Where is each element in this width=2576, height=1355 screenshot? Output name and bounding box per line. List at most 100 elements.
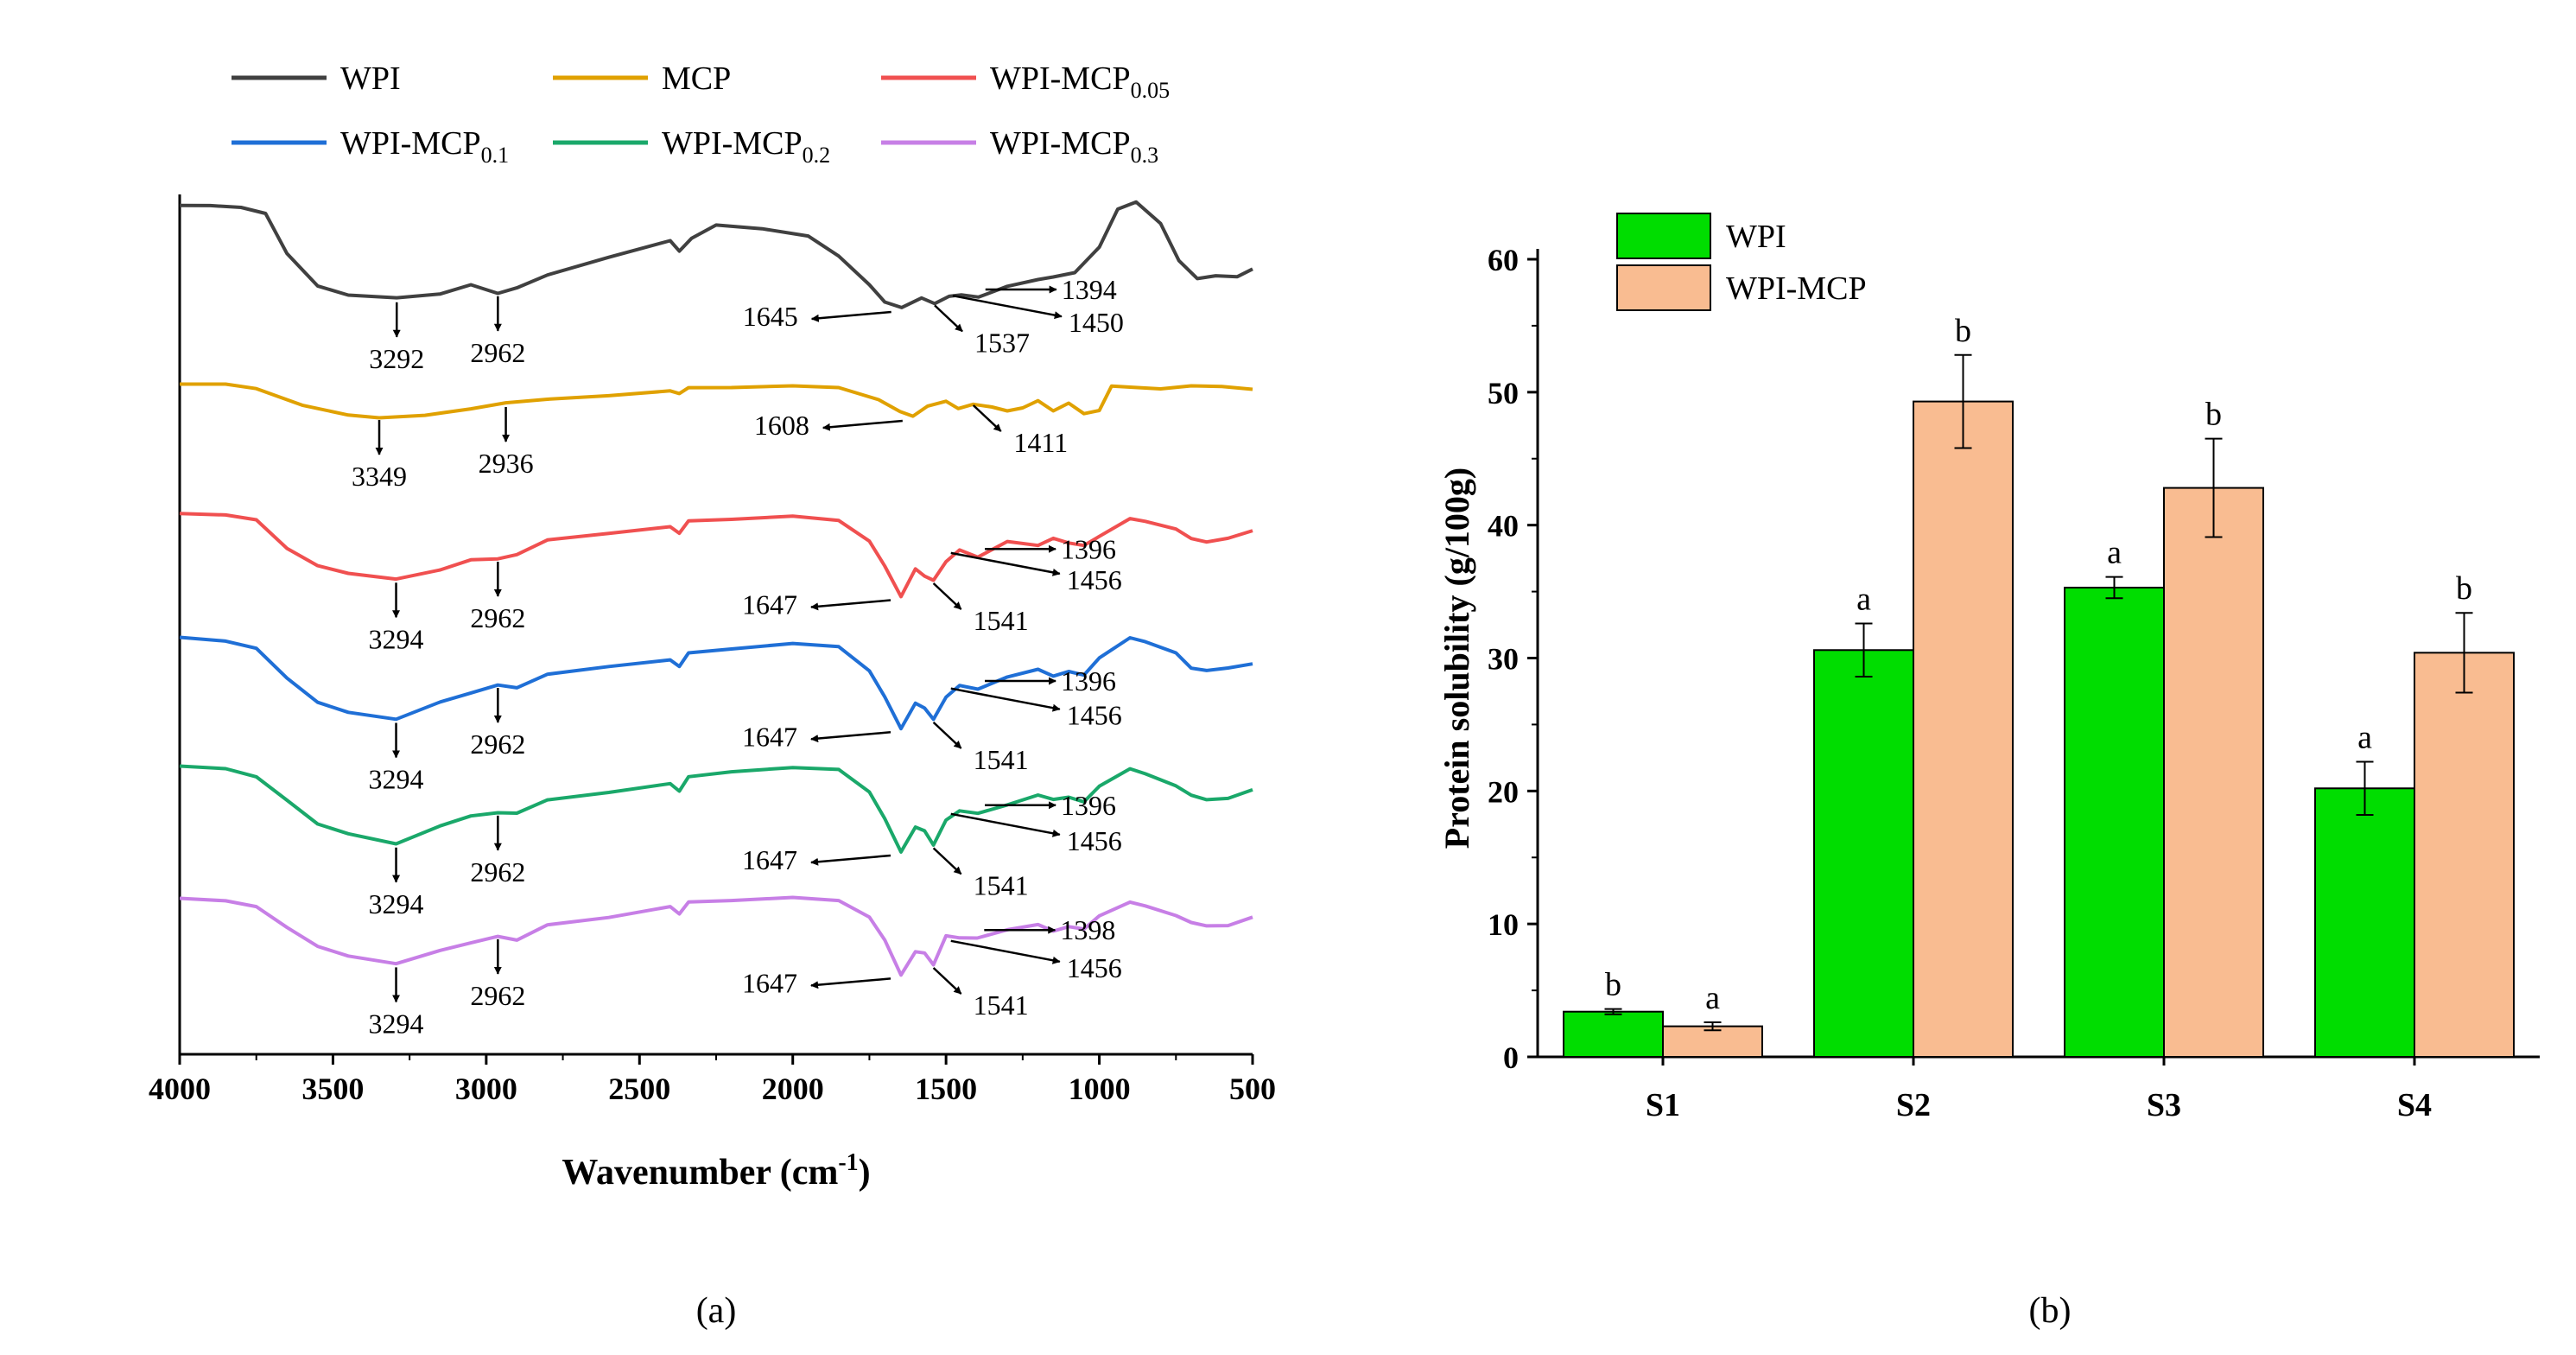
peak-label: 1394 xyxy=(1062,274,1117,305)
legend-label-1: WPI-MCP xyxy=(1726,270,1867,307)
peak-label: 1398 xyxy=(1060,914,1115,945)
x-tick-label: 4000 xyxy=(149,1072,211,1106)
panel-label-a: (a) xyxy=(696,1291,737,1331)
spectrum-line-5 xyxy=(179,895,1253,977)
spectrum-line-0 xyxy=(179,200,1253,309)
peak-label: 1647 xyxy=(742,589,797,620)
peak-label: 1647 xyxy=(742,721,797,752)
bar-wpi-mcp-s1 xyxy=(1662,1025,1763,1058)
x-tick-label: 1000 xyxy=(1069,1072,1131,1106)
peak-label: 1541 xyxy=(974,989,1029,1021)
bar-wpi-s3 xyxy=(2064,586,2165,1058)
peak-arrow xyxy=(932,582,962,610)
bar-wpi-s1 xyxy=(1563,1010,1664,1058)
peak-label: 2962 xyxy=(470,602,525,633)
peak-label: 2962 xyxy=(470,337,525,368)
peak-arrow xyxy=(822,419,903,431)
spectrum-line-4 xyxy=(179,764,1253,854)
category-label: S4 xyxy=(2397,1087,2432,1123)
panel-label-b: (b) xyxy=(2029,1291,2072,1331)
legend-label-4: WPI-MCP0.2 xyxy=(662,125,830,168)
peak-arrow xyxy=(810,599,891,611)
spectrum-line-1 xyxy=(180,382,1253,420)
peak-arrow xyxy=(810,977,891,989)
peak-arrow xyxy=(810,310,891,322)
legend-swatch-1 xyxy=(1616,264,1711,311)
y-tick-label: 60 xyxy=(1488,243,1519,277)
peak-label: 1608 xyxy=(754,410,809,441)
y-tick-label: 50 xyxy=(1488,376,1519,410)
peak-label: 1396 xyxy=(1061,790,1116,821)
spectrum-line-2 xyxy=(179,512,1253,599)
bar-wpi-s4 xyxy=(2314,787,2415,1058)
peak-arrow xyxy=(810,854,891,866)
peak-label: 1541 xyxy=(974,605,1029,636)
peak-label: 3292 xyxy=(369,343,424,374)
legend-label-5: WPI-MCP0.3 xyxy=(990,125,1158,168)
significance-letter: a xyxy=(1705,980,1720,1016)
x-tick-label: 2500 xyxy=(608,1072,670,1106)
peak-label: 1541 xyxy=(974,869,1029,900)
peak-label: 1396 xyxy=(1061,665,1116,697)
peak-label: 3349 xyxy=(352,461,407,492)
peak-label: 3294 xyxy=(369,623,424,654)
peak-arrow xyxy=(950,687,1061,712)
peak-arrow xyxy=(810,731,891,743)
peak-label: 1456 xyxy=(1067,564,1122,595)
peak-label: 2962 xyxy=(470,980,525,1011)
peak-label: 1647 xyxy=(742,967,797,998)
legend-label-1: MCP xyxy=(662,60,731,97)
y-tick-label: 20 xyxy=(1488,774,1519,809)
bar-wpi-mcp-s2 xyxy=(1913,400,2014,1058)
peak-label: 1645 xyxy=(743,301,798,332)
x-tick-label: 2000 xyxy=(762,1072,824,1106)
significance-letter: b xyxy=(1955,313,1971,349)
ftir-panel: 4000 3500 3000 2500 2000 1500 1000 500 Wavenumbe… xyxy=(149,60,1276,1331)
category-label: S1 xyxy=(1646,1087,1680,1123)
legend-label-0: WPI xyxy=(1726,219,1786,255)
x-axis-label: Wavenumber (cm-1) xyxy=(562,1149,870,1193)
x-tick-label: 500 xyxy=(1229,1072,1276,1106)
peak-label: 2962 xyxy=(470,856,525,887)
significance-letter: a xyxy=(2357,719,2372,755)
peak-label: 1647 xyxy=(742,844,797,875)
peak-label: 1456 xyxy=(1067,952,1122,983)
peak-label: 2936 xyxy=(479,448,534,479)
bar-wpi-mcp-s3 xyxy=(2163,487,2264,1058)
peak-arrow xyxy=(950,812,1061,837)
peak-arrow xyxy=(952,294,1063,320)
peak-label: 3294 xyxy=(369,764,424,795)
peak-label: 3294 xyxy=(369,1008,424,1039)
spectrum-line-3 xyxy=(179,635,1253,731)
peak-label: 1411 xyxy=(1013,427,1068,458)
peak-label: 1456 xyxy=(1067,700,1122,731)
peak-arrow xyxy=(950,551,1061,576)
category-label: S2 xyxy=(1896,1087,1931,1123)
category-label: S3 xyxy=(2147,1087,2181,1123)
significance-letter: b xyxy=(2456,570,2472,607)
bar-wpi-s2 xyxy=(1813,649,1914,1059)
peak-label: 1396 xyxy=(1061,533,1116,564)
peak-label: 1537 xyxy=(974,327,1030,358)
x-tick-label: 3500 xyxy=(301,1072,364,1106)
y-tick-label: 10 xyxy=(1488,907,1519,942)
peak-arrow xyxy=(934,304,963,333)
peak-arrow xyxy=(932,847,962,875)
peak-label: 1456 xyxy=(1067,825,1122,856)
y-tick-label: 0 xyxy=(1503,1040,1519,1075)
legend-label-0: WPI xyxy=(340,60,401,97)
y-axis-label: Protein solubility (g/100g) xyxy=(1437,468,1476,849)
y-tick-label: 40 xyxy=(1488,509,1519,544)
significance-letter: a xyxy=(2107,535,2122,571)
x-tick-label: 1500 xyxy=(915,1072,977,1106)
peak-arrow xyxy=(972,404,1002,432)
legend-label-2: WPI-MCP0.05 xyxy=(990,60,1170,103)
peak-arrow xyxy=(950,939,1061,964)
peak-label: 2962 xyxy=(470,728,525,760)
peak-label: 1450 xyxy=(1069,307,1124,338)
bar-wpi-mcp-s4 xyxy=(2414,652,2515,1058)
y-tick-label: 30 xyxy=(1488,642,1519,677)
solubility-panel: 0 10 20 30 40 50 60 Protein solubility (g/100g)… xyxy=(1437,213,2540,1331)
peak-label: 1541 xyxy=(974,744,1029,775)
